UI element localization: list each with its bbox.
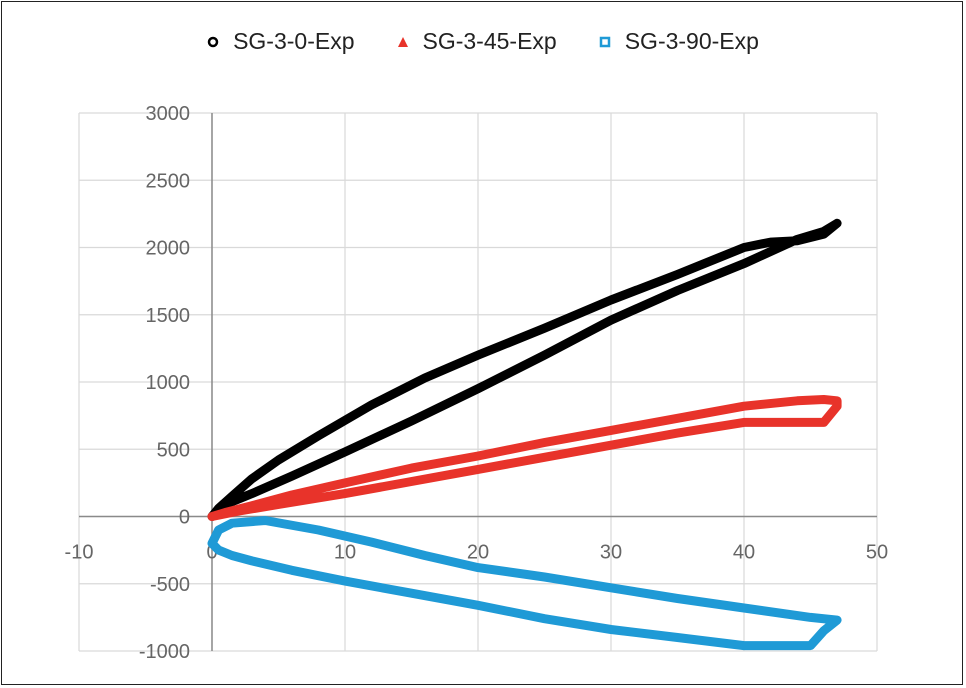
x-tick-label: 20 [467,542,489,564]
y-tick-label: 0 [179,507,190,529]
legend-marker-circle-icon [207,36,219,47]
y-tick-label: -1000 [139,641,190,663]
legend-marker-square-icon [599,36,610,47]
x-tick-label: 10 [334,542,356,564]
x-tick-label: 40 [733,542,755,564]
legend-label-sg-3-45: SG-3-45-Exp [422,28,557,54]
legend-item-sg-3-45: SG-3-45-Exp [397,28,557,55]
y-tick-label: 3000 [146,103,191,125]
series-sg-3-90-line [207,516,842,651]
y-tick-label: 500 [157,439,190,461]
y-tick-label: -500 [150,574,190,596]
x-tick-label: 0 [206,542,217,564]
legend: SG-3-0-Exp SG-3-45-Exp SG-3-90-Exp [0,28,966,55]
y-tick-label: 2500 [146,170,191,192]
legend-marker-triangle-icon [397,36,408,47]
legend-label-sg-3-0: SG-3-0-Exp [233,28,355,54]
y-tick-label: 1000 [146,372,191,394]
legend-label-sg-3-90: SG-3-90-Exp [624,28,759,54]
series-sg-3-0-line [207,218,842,521]
x-tick-label: 50 [866,542,888,564]
y-tick-label: 1500 [146,305,191,327]
x-tick-label: -10 [65,542,94,564]
legend-item-sg-3-90: SG-3-90-Exp [599,28,759,55]
legend-item-sg-3-0: SG-3-0-Exp [207,28,355,55]
series-sg-3-45-line [207,395,842,521]
x-tick-label: 30 [600,542,622,564]
y-tick-label: 2000 [146,238,191,260]
